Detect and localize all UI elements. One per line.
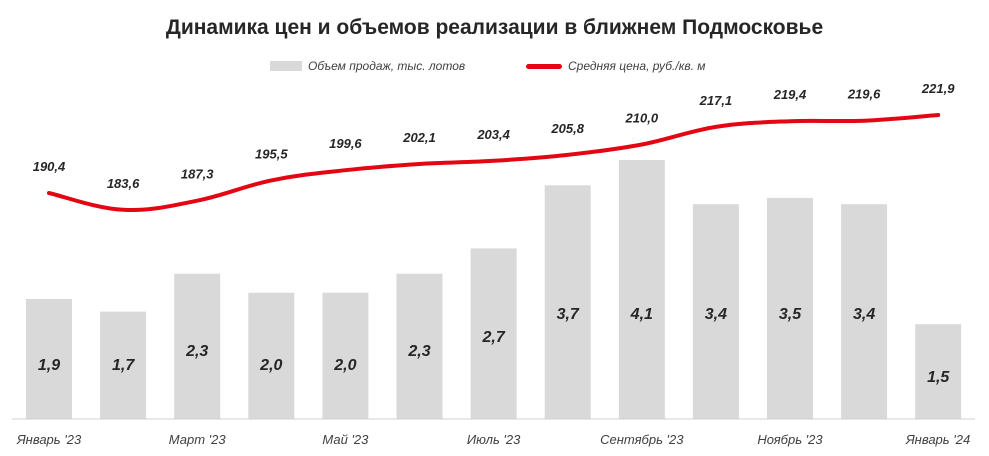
x-tick-label: Март '23 bbox=[169, 432, 227, 447]
bar bbox=[618, 160, 665, 419]
bar bbox=[322, 292, 369, 419]
bar-value-label: 4,1 bbox=[630, 306, 653, 323]
line-value-label: 183,6 bbox=[107, 176, 140, 191]
bar bbox=[915, 324, 962, 419]
legend-label-bar: Объем продаж, тыс. лотов bbox=[308, 59, 466, 73]
legend-label-line: Средняя цена, руб./кв. м bbox=[568, 59, 706, 73]
bar bbox=[396, 273, 443, 419]
x-tick-label: Июль '23 bbox=[467, 432, 521, 447]
legend-swatch-line bbox=[526, 63, 562, 69]
bar bbox=[692, 204, 739, 419]
bar bbox=[248, 292, 295, 419]
x-tick-label: Май '23 bbox=[322, 432, 369, 447]
line-value-label: 205,8 bbox=[550, 121, 584, 136]
legend-swatch-bar bbox=[270, 61, 302, 71]
bar-value-label: 3,5 bbox=[779, 306, 802, 323]
line-value-label: 202,1 bbox=[402, 130, 436, 145]
bar bbox=[26, 299, 72, 419]
line-value-label: 199,6 bbox=[329, 136, 362, 151]
x-tick-label: Январь '23 bbox=[16, 432, 82, 447]
bar bbox=[470, 248, 517, 419]
line-value-label: 203,4 bbox=[476, 127, 510, 142]
bar bbox=[100, 311, 147, 419]
bar-value-label: 2,3 bbox=[185, 343, 208, 360]
bar-value-label: 3,7 bbox=[557, 306, 580, 323]
line-value-label: 210,0 bbox=[625, 111, 659, 126]
line-value-label: 219,4 bbox=[773, 87, 807, 102]
bar-value-label: 1,5 bbox=[927, 369, 950, 386]
bar-value-label: 1,7 bbox=[112, 357, 135, 374]
bar bbox=[767, 197, 813, 419]
line-value-label: 195,5 bbox=[255, 146, 288, 161]
line-value-label: 221,9 bbox=[921, 81, 955, 96]
bar-value-label: 3,4 bbox=[853, 306, 875, 323]
bar-value-label: 2,7 bbox=[481, 329, 505, 346]
legend: Объем продаж, тыс. лотов Средняя цена, р… bbox=[0, 56, 989, 76]
bar bbox=[841, 204, 888, 419]
bar-value-label: 2,3 bbox=[407, 343, 430, 360]
legend-item-line: Средняя цена, руб./кв. м bbox=[526, 56, 706, 76]
bar-value-label: 2,0 bbox=[259, 357, 282, 374]
legend-item-bar: Объем продаж, тыс. лотов bbox=[270, 56, 465, 76]
line-value-label: 190,4 bbox=[33, 159, 66, 174]
bar bbox=[544, 185, 591, 419]
bar-value-label: 1,9 bbox=[38, 357, 60, 374]
x-tick-label: Ноябрь '23 bbox=[757, 432, 823, 447]
line-value-label: 217,1 bbox=[699, 93, 733, 108]
x-tick-label: Сентябрь '23 bbox=[600, 432, 684, 447]
line-value-label: 187,3 bbox=[181, 167, 214, 182]
chart-title: Динамика цен и объемов реализации в ближ… bbox=[165, 16, 824, 39]
x-tick-label: Январь '24 bbox=[905, 432, 970, 447]
bar bbox=[174, 273, 221, 419]
line-value-label: 219,6 bbox=[847, 87, 881, 102]
bar-value-label: 2,0 bbox=[333, 357, 356, 374]
price-line bbox=[47, 113, 941, 213]
bar-value-label: 3,4 bbox=[705, 306, 727, 323]
